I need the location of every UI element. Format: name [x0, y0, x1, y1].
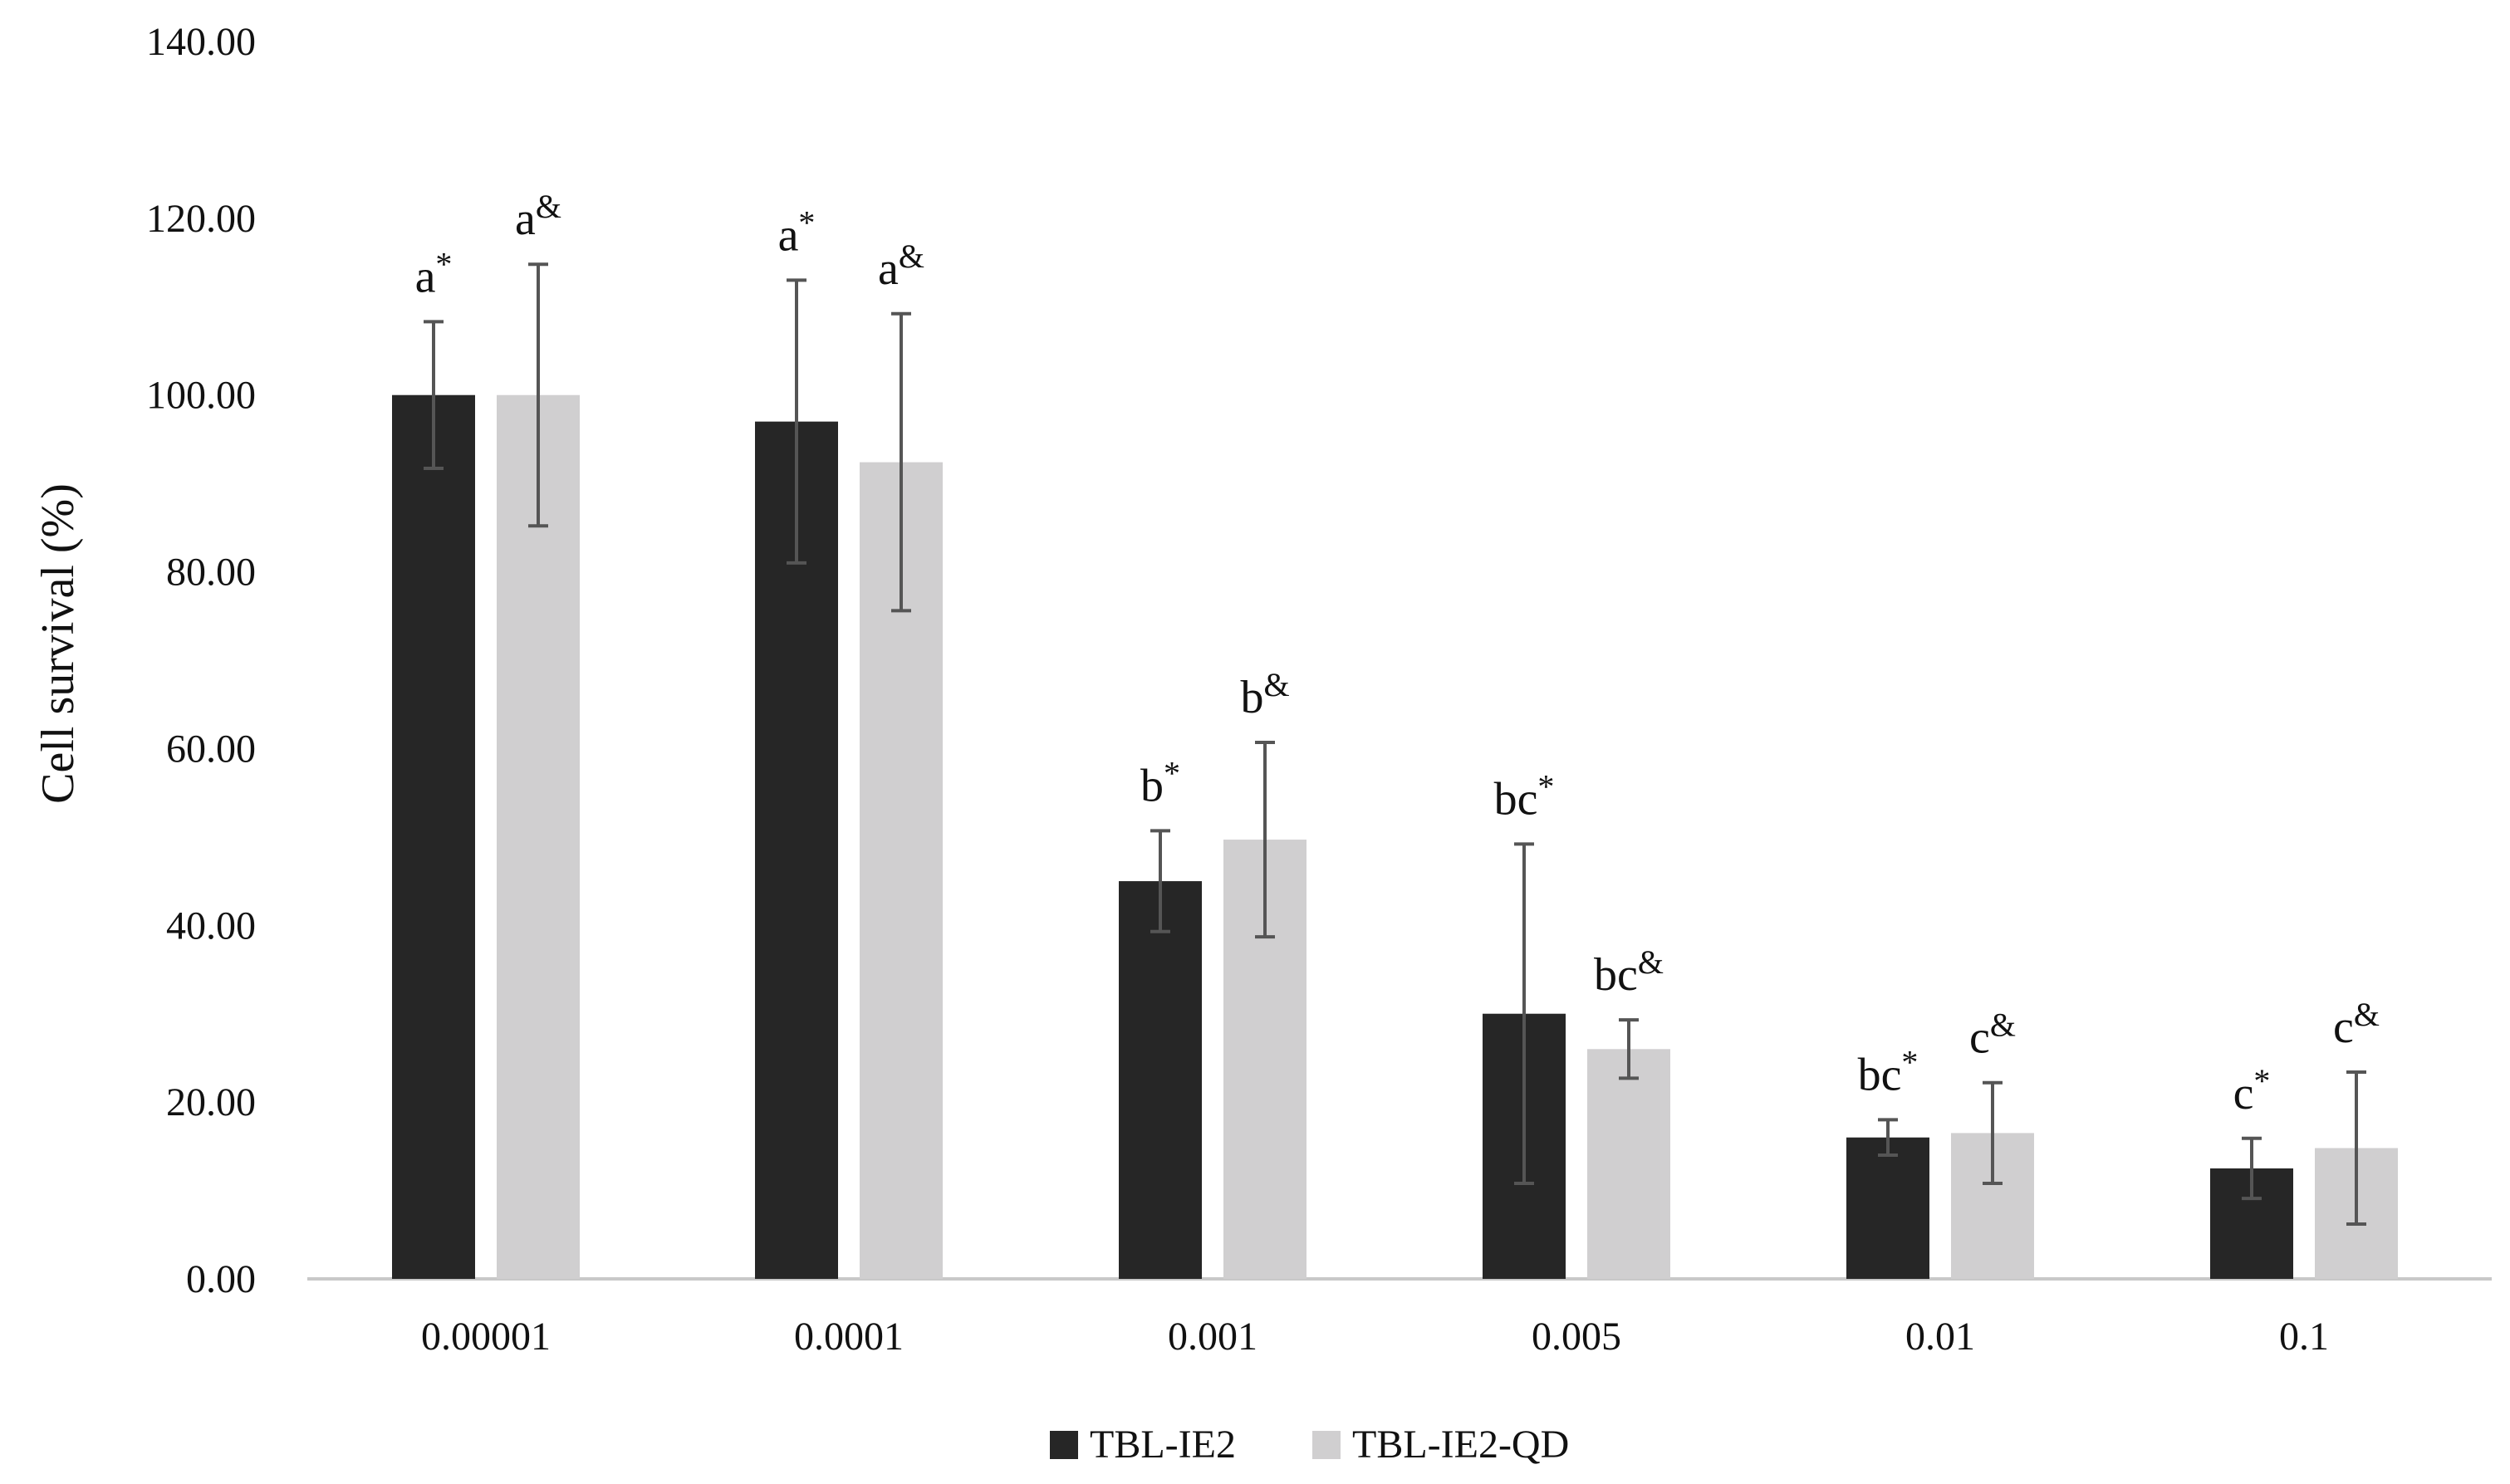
- bars-group: [392, 394, 2398, 1280]
- error-bars-group: [424, 262, 2366, 1227]
- significance-label: a*: [778, 203, 816, 261]
- significance-label: a*: [415, 245, 453, 302]
- bar-tbl-ie2: [1846, 1137, 1929, 1279]
- x-tick-label: 0.005: [1532, 1315, 1621, 1359]
- x-tick-label: 0.1: [2279, 1315, 2329, 1359]
- error-bar: [1878, 1118, 1898, 1157]
- bar-tbl-ie2-qd: [497, 394, 580, 1279]
- bar-tbl-ie2: [392, 394, 475, 1279]
- x-tick-label: 0.001: [1168, 1315, 1257, 1359]
- x-tick-label: 0.0001: [794, 1315, 904, 1359]
- error-bar: [1150, 829, 1170, 933]
- significance-label: bc*: [1858, 1043, 1919, 1100]
- y-tick-label: 140.00: [146, 20, 256, 64]
- y-tick-label: 0.00: [186, 1257, 256, 1301]
- significance-label: a&: [878, 238, 924, 295]
- legend-label-tbl-ie2: TBL-IE2: [1090, 1423, 1236, 1467]
- significance-label: a&: [515, 188, 561, 245]
- error-bar: [787, 278, 806, 565]
- error-bar: [424, 320, 444, 471]
- y-tick-label: 120.00: [146, 197, 256, 241]
- error-bar: [1514, 842, 1534, 1186]
- bar-tbl-ie2: [1119, 881, 1202, 1279]
- y-tick-label: 80.00: [166, 551, 256, 595]
- significance-label: c&: [1969, 1006, 2016, 1064]
- legend-swatch-tbl-ie2: [1050, 1431, 1078, 1459]
- y-tick-label: 100.00: [146, 374, 256, 418]
- significance-label: bc&: [1594, 943, 1664, 1001]
- legend-swatch-tbl-ie2-qd: [1312, 1431, 1341, 1459]
- error-bar: [2346, 1070, 2366, 1227]
- significance-label: b*: [1140, 754, 1180, 811]
- error-bar: [1255, 740, 1275, 939]
- significance-label: b&: [1240, 666, 1289, 723]
- y-axis-ticks: 0.00 20.00 40.00 60.00 80.00 100.00 120.00 140.…: [146, 20, 256, 1301]
- error-bar: [1983, 1080, 2003, 1186]
- legend-label-tbl-ie2-qd: TBL-IE2-QD: [1352, 1423, 1569, 1467]
- error-bar: [1619, 1018, 1639, 1080]
- x-tick-label: 0.00001: [421, 1315, 551, 1359]
- significance-labels: a* a&a* a&b* b&bc* bc&bc* c&c* c&: [415, 188, 2380, 1119]
- y-tick-label: 40.00: [166, 904, 256, 948]
- significance-label: c*: [2233, 1062, 2271, 1119]
- significance-label: bc*: [1494, 767, 1555, 825]
- x-axis-ticks: 0.00001 0.0001 0.001 0.005 0.01 0.1: [421, 1315, 2329, 1359]
- y-axis-label: Cell survival (%): [32, 483, 84, 804]
- error-bar: [528, 262, 548, 528]
- y-tick-label: 60.00: [166, 727, 256, 771]
- y-tick-label: 20.00: [166, 1080, 256, 1124]
- error-bar: [2242, 1136, 2262, 1201]
- x-tick-label: 0.01: [1905, 1315, 1975, 1359]
- error-bar: [891, 311, 911, 613]
- bar-tbl-ie2-qd: [1587, 1049, 1670, 1279]
- legend: TBL-IE2 TBL-IE2-QD: [1050, 1423, 1569, 1467]
- significance-label: c&: [2333, 996, 2380, 1053]
